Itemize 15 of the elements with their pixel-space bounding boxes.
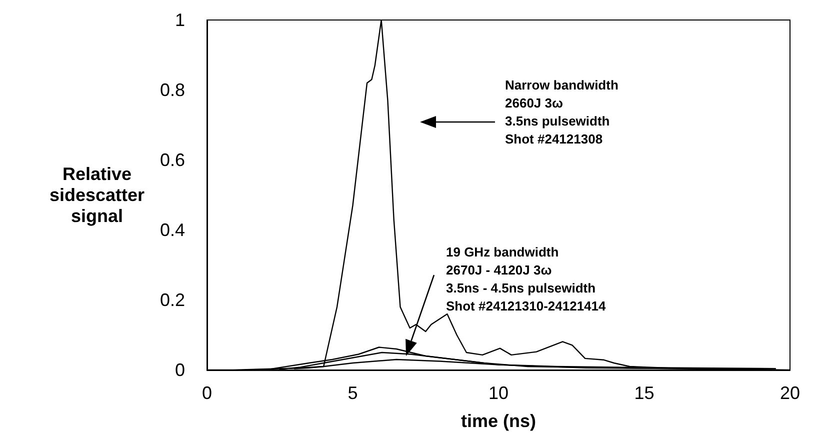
y-tick-label: 1	[174, 10, 185, 30]
y-axis-title: Relative sidescatter signal	[49, 164, 145, 226]
x-tick-label: 0	[202, 383, 212, 403]
y-tick-label: 0.4	[160, 220, 185, 240]
y-tick-label: 0.6	[160, 150, 185, 170]
x-tick-label: 5	[348, 383, 358, 403]
y-tick-label: 0.8	[160, 80, 185, 100]
x-axis-title: time (ns)	[460, 411, 536, 431]
y-tick-label: 0.2	[160, 290, 185, 310]
y-tick-label: 0	[174, 360, 185, 380]
x-tick-label: 20	[780, 383, 800, 403]
x-tick-label: 10	[488, 383, 509, 403]
annotation: Narrow bandwidth 2660J 3ω 3.5ns pulsewidth Shot #24121308	[505, 78, 618, 146]
x-tick-label: 15	[634, 383, 654, 403]
annotation: 19 GHz bandwidth 2670J - 4120J 3ω 3.5ns - 4.5ns pulsewidth Shot #24121310-24121414	[446, 244, 606, 314]
